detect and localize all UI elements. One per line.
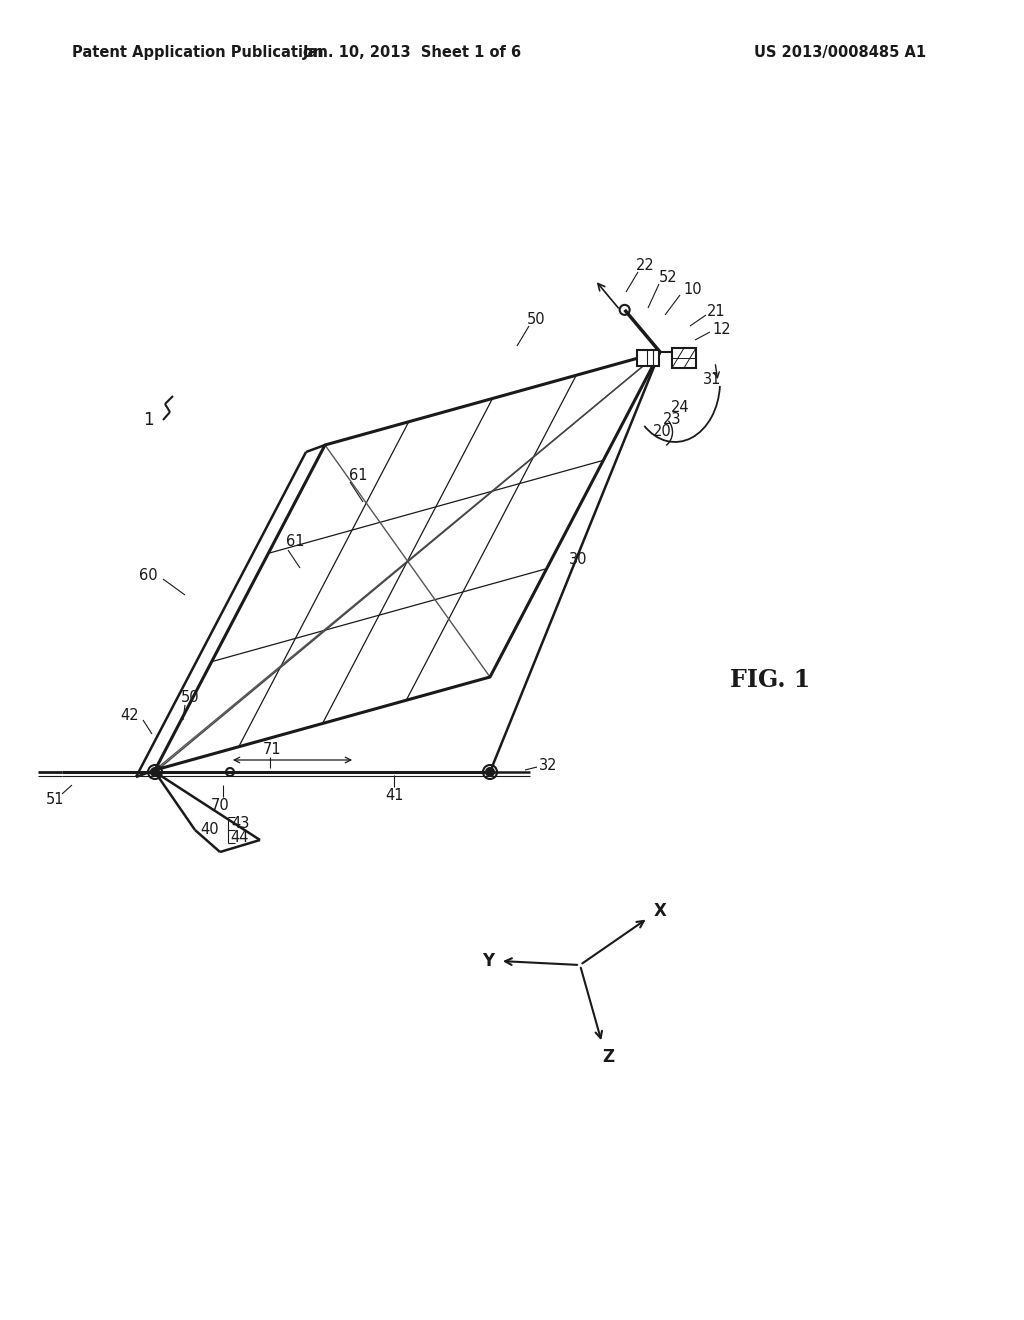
Text: US 2013/0008485 A1: US 2013/0008485 A1: [754, 45, 926, 59]
Text: 50: 50: [180, 690, 200, 705]
Text: Jan. 10, 2013  Sheet 1 of 6: Jan. 10, 2013 Sheet 1 of 6: [302, 45, 521, 59]
Text: 23: 23: [663, 412, 681, 428]
Text: 32: 32: [539, 758, 557, 772]
Text: Patent Application Publication: Patent Application Publication: [72, 45, 324, 59]
Text: FIG. 1: FIG. 1: [730, 668, 810, 692]
Circle shape: [151, 768, 159, 776]
Text: Y: Y: [482, 952, 494, 970]
Text: 40: 40: [201, 822, 219, 837]
Text: 61: 61: [286, 535, 304, 549]
Text: 12: 12: [713, 322, 731, 338]
Text: 50: 50: [526, 313, 546, 327]
FancyBboxPatch shape: [637, 350, 659, 366]
Text: 30: 30: [568, 553, 587, 568]
Text: 44: 44: [230, 829, 249, 845]
Text: Z: Z: [602, 1048, 614, 1067]
Text: 60: 60: [138, 568, 158, 582]
Text: 52: 52: [658, 271, 677, 285]
Text: 61: 61: [349, 467, 368, 483]
Text: 10: 10: [684, 282, 702, 297]
Text: 24: 24: [671, 400, 689, 416]
Text: 20: 20: [652, 425, 672, 440]
Text: X: X: [653, 902, 667, 920]
Text: 71: 71: [263, 742, 282, 758]
Text: 1: 1: [142, 411, 154, 429]
Text: 22: 22: [636, 257, 654, 272]
Text: 41: 41: [386, 788, 404, 803]
Text: 51: 51: [46, 792, 65, 808]
Text: 43: 43: [230, 816, 249, 830]
FancyBboxPatch shape: [672, 348, 696, 368]
Text: 70: 70: [211, 797, 229, 813]
Text: 42: 42: [121, 708, 139, 722]
Circle shape: [486, 768, 494, 776]
Text: 31: 31: [702, 372, 721, 388]
Text: 21: 21: [707, 305, 725, 319]
